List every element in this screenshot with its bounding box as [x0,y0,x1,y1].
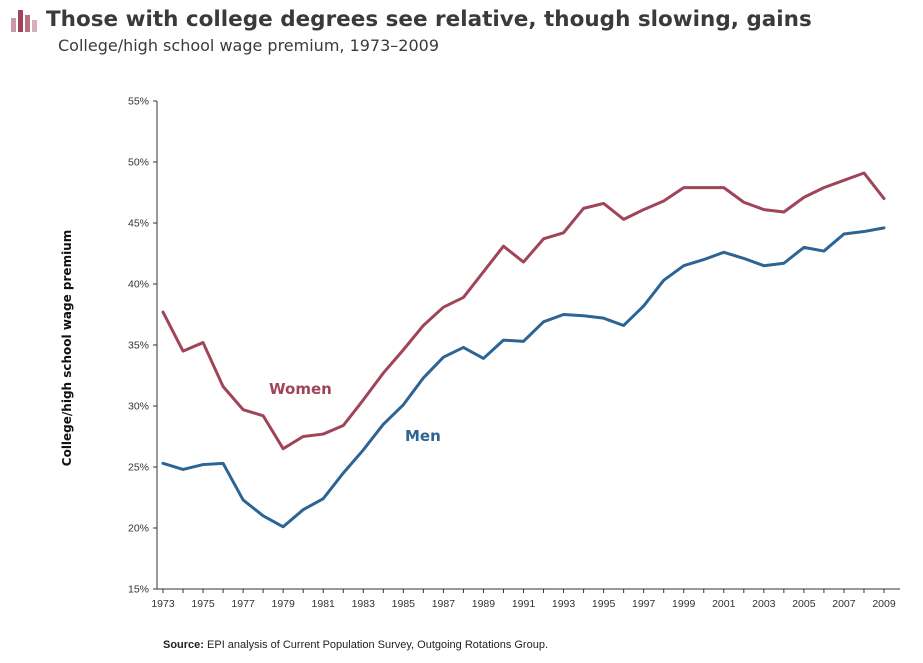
chart-axes: 15% 20% 25% 30% 35% 40% 45% 50% 55% 1973 1975 1977 1… [128,96,900,610]
y-tick-label: 30% [128,401,149,413]
x-tick-label: 1973 [151,598,175,610]
x-tick-label: 1987 [432,598,456,610]
series-line-women [161,171,886,451]
x-tick-label: 1977 [231,598,255,610]
x-tick-label: 2005 [792,598,816,610]
series-lines [161,171,886,529]
source-text: EPI analysis of Current Population Surve… [203,639,549,651]
y-tick-label: 25% [128,462,149,474]
y-tick-label: 40% [128,279,149,291]
x-tick-label: 1991 [512,598,536,610]
chart-subtitle: College/high school wage premium, 1973–2… [58,36,440,55]
bar-chart-icon [11,10,37,32]
x-tick-label: 1999 [672,598,696,610]
source-note: Source: EPI analysis of Current Populati… [163,639,548,651]
chart-title: Those with college degrees see relative,… [46,6,812,32]
y-tick-label: 50% [128,157,149,169]
y-tick-label: 45% [128,218,149,230]
y-tick-label: 15% [128,584,149,596]
x-tick-label: 2007 [832,598,856,610]
title-row: Those with college degrees see relative,… [10,6,915,32]
x-tick-label: 1989 [472,598,496,610]
x-tick-label: 1981 [312,598,336,610]
series-label-women: Women [269,380,332,398]
source-label: Source: [163,639,204,651]
y-tick-label: 55% [128,96,149,108]
series-label-men: Men [405,427,441,445]
x-tick-label: 2009 [872,598,896,610]
x-tick-label: 1997 [632,598,656,610]
y-tick-label: 35% [128,340,149,352]
x-tick-label: 2001 [712,598,736,610]
x-tick-label: 1993 [552,598,576,610]
x-tick-label: 1975 [191,598,215,610]
y-tick-label: 20% [128,523,149,535]
x-tick-label: 1983 [352,598,376,610]
y-axis-label: College/high school wage premium [60,230,74,466]
series-line-men [161,226,886,529]
x-tick-label: 2003 [752,598,776,610]
x-tick-label: 1995 [592,598,616,610]
x-tick-label: 1985 [392,598,416,610]
chart-header: Those with college degrees see relative,… [10,6,915,55]
x-tick-label: 1979 [271,598,295,610]
